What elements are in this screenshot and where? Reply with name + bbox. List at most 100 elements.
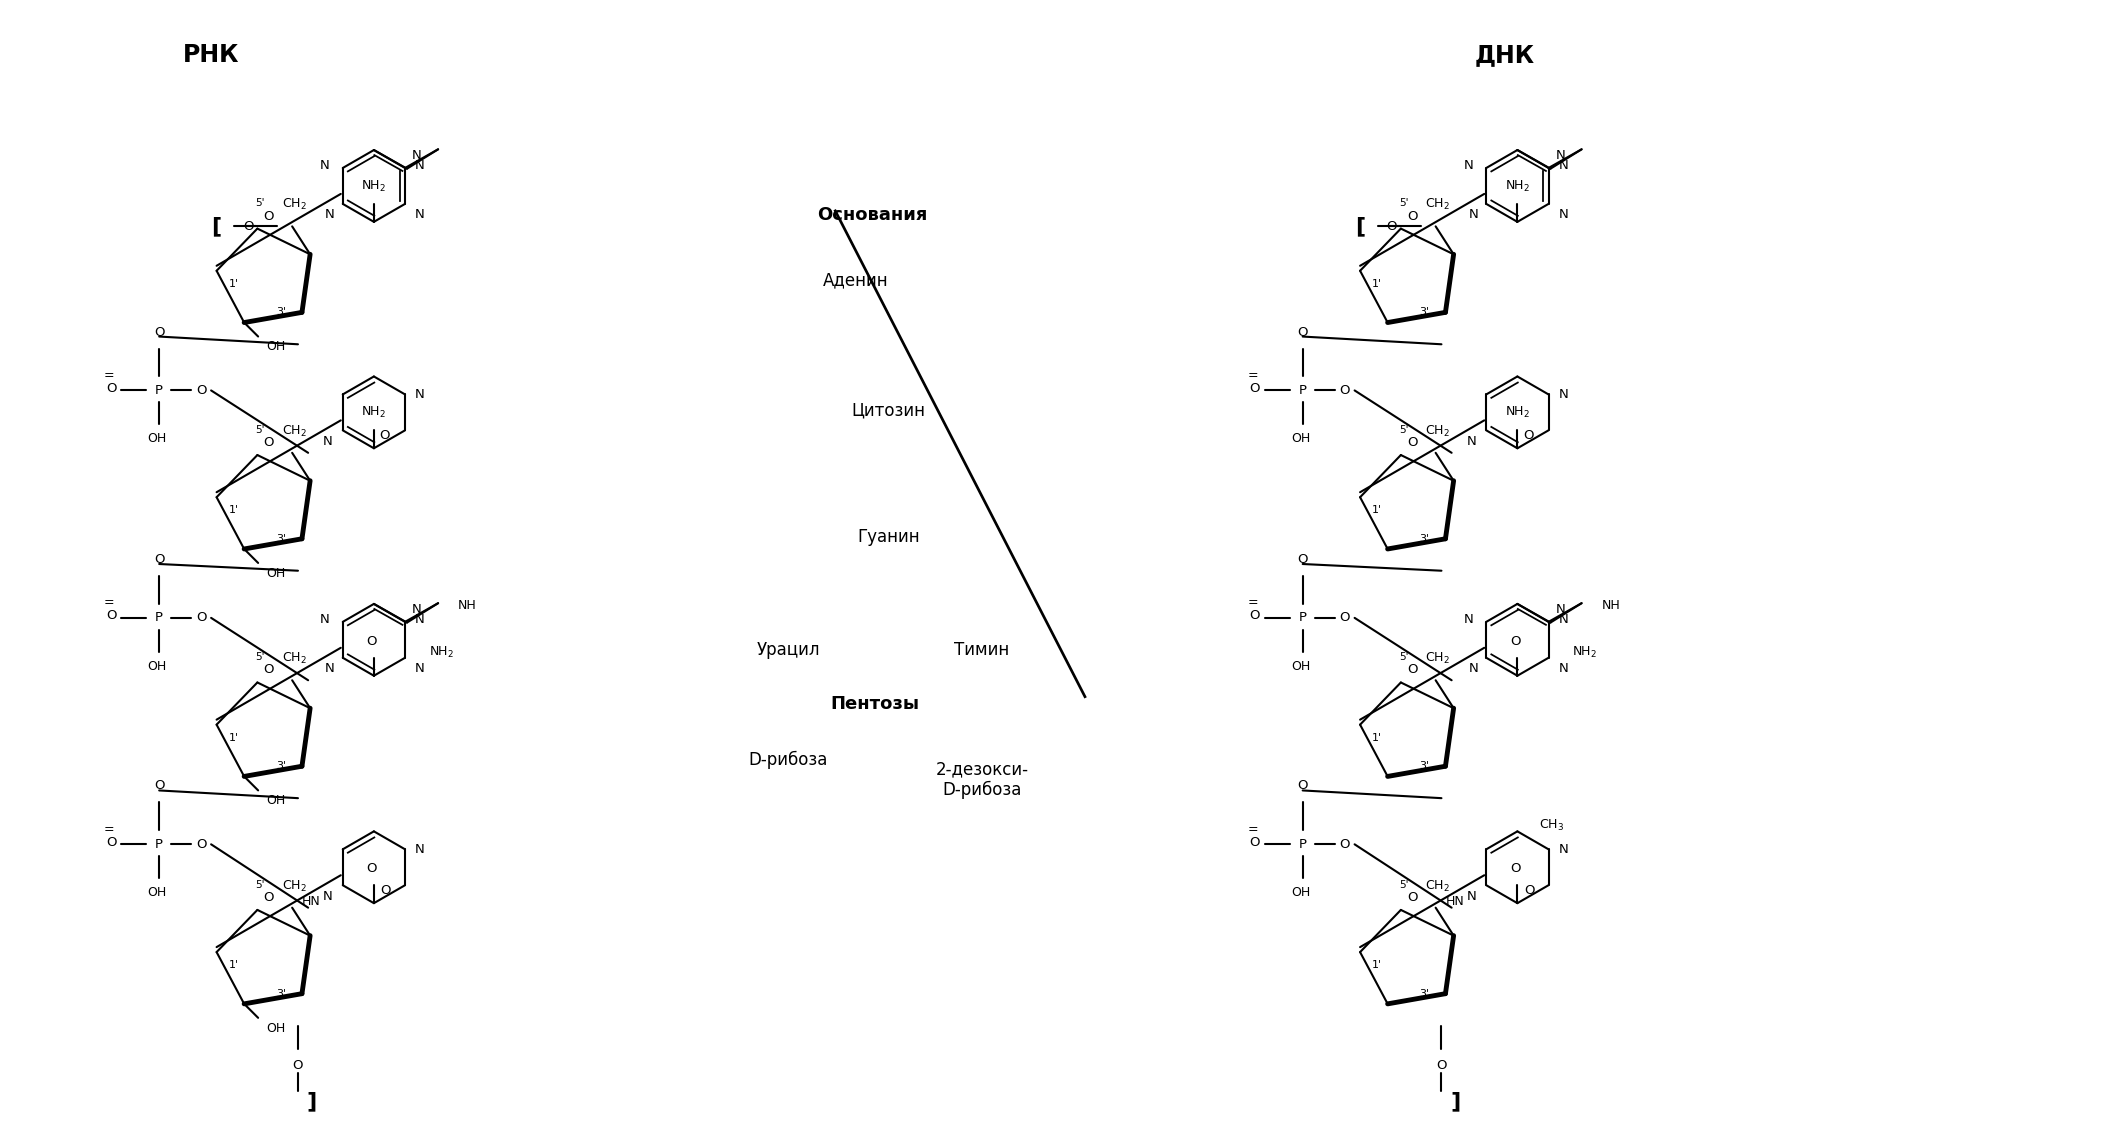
Text: O: O bbox=[154, 326, 165, 338]
Text: NH: NH bbox=[458, 599, 477, 611]
Text: 5': 5' bbox=[1398, 880, 1409, 890]
Text: 3': 3' bbox=[1419, 988, 1430, 998]
Text: Цитозин: Цитозин bbox=[851, 402, 925, 419]
Text: N: N bbox=[416, 843, 425, 856]
Text: O: O bbox=[1510, 863, 1521, 875]
Text: 3': 3' bbox=[277, 988, 285, 998]
Text: 1': 1' bbox=[1373, 505, 1381, 515]
Text: =: = bbox=[1248, 823, 1259, 835]
Text: O: O bbox=[1339, 838, 1350, 851]
Text: ]: ] bbox=[1451, 1091, 1462, 1112]
Text: OH: OH bbox=[148, 660, 167, 672]
Text: O: O bbox=[1525, 884, 1535, 897]
Text: N: N bbox=[416, 208, 425, 221]
Text: 3': 3' bbox=[1419, 308, 1430, 317]
Text: O: O bbox=[1407, 209, 1417, 223]
Text: N: N bbox=[1466, 436, 1476, 448]
Text: 1': 1' bbox=[228, 960, 239, 970]
Text: P: P bbox=[1299, 611, 1307, 625]
Text: CH$_2$: CH$_2$ bbox=[281, 197, 306, 213]
Text: N: N bbox=[1559, 388, 1569, 401]
Text: 5': 5' bbox=[256, 198, 264, 208]
Text: =: = bbox=[103, 369, 114, 381]
Text: O: O bbox=[294, 1058, 304, 1072]
Text: O: O bbox=[106, 609, 116, 623]
Text: O: O bbox=[264, 663, 275, 677]
Text: N: N bbox=[416, 160, 425, 172]
Text: N: N bbox=[321, 614, 329, 626]
Text: [: [ bbox=[1354, 216, 1364, 237]
Text: CH$_3$: CH$_3$ bbox=[1540, 817, 1565, 833]
Text: N: N bbox=[1468, 662, 1478, 675]
Text: 1': 1' bbox=[228, 505, 239, 515]
Text: O: O bbox=[243, 220, 253, 233]
Text: O: O bbox=[196, 384, 207, 397]
Text: N: N bbox=[1554, 602, 1565, 616]
Text: O: O bbox=[154, 780, 165, 792]
Text: O: O bbox=[1385, 220, 1396, 233]
Text: O: O bbox=[154, 554, 165, 566]
Text: OH: OH bbox=[266, 1022, 285, 1035]
Text: N: N bbox=[323, 436, 334, 448]
Text: OH: OH bbox=[1290, 432, 1309, 445]
Text: NH$_2$: NH$_2$ bbox=[1506, 179, 1529, 194]
Text: Пентозы: Пентозы bbox=[830, 695, 921, 713]
Text: O: O bbox=[367, 863, 378, 875]
Text: 3': 3' bbox=[277, 308, 285, 317]
Text: NH$_2$: NH$_2$ bbox=[1506, 405, 1529, 420]
Text: P: P bbox=[154, 838, 163, 851]
Text: РНК: РНК bbox=[184, 43, 239, 67]
Text: 5': 5' bbox=[1398, 198, 1409, 208]
Text: O: O bbox=[1250, 381, 1261, 395]
Text: NH: NH bbox=[1601, 599, 1620, 611]
Text: N: N bbox=[1559, 614, 1569, 626]
Text: O: O bbox=[106, 835, 116, 849]
Text: OH: OH bbox=[266, 567, 285, 580]
Text: NH$_2$: NH$_2$ bbox=[429, 644, 454, 660]
Text: N: N bbox=[416, 662, 425, 675]
Text: O: O bbox=[1250, 835, 1261, 849]
Text: P: P bbox=[154, 611, 163, 625]
Text: O: O bbox=[196, 611, 207, 625]
Text: ДНК: ДНК bbox=[1474, 43, 1535, 67]
Text: O: O bbox=[1407, 663, 1417, 677]
Text: O: O bbox=[106, 381, 116, 395]
Text: CH$_2$: CH$_2$ bbox=[1426, 651, 1451, 667]
Text: N: N bbox=[1466, 890, 1476, 903]
Text: HN: HN bbox=[302, 895, 321, 908]
Text: NH$_2$: NH$_2$ bbox=[1573, 644, 1597, 660]
Text: O: O bbox=[380, 429, 391, 441]
Text: O: O bbox=[1436, 1058, 1447, 1072]
Text: 1': 1' bbox=[1373, 278, 1381, 289]
Text: 5': 5' bbox=[256, 424, 264, 435]
Text: O: O bbox=[380, 884, 391, 897]
Text: =: = bbox=[103, 597, 114, 609]
Text: 3': 3' bbox=[277, 534, 285, 543]
Text: P: P bbox=[1299, 384, 1307, 397]
Text: Урацил: Урацил bbox=[756, 641, 819, 659]
Text: N: N bbox=[325, 662, 336, 675]
Text: CH$_2$: CH$_2$ bbox=[1426, 197, 1451, 213]
Text: NH$_2$: NH$_2$ bbox=[361, 179, 386, 194]
Text: N: N bbox=[1559, 160, 1569, 172]
Text: NH$_2$: NH$_2$ bbox=[361, 405, 386, 420]
Text: =: = bbox=[103, 823, 114, 835]
Text: O: O bbox=[1297, 780, 1307, 792]
Text: OH: OH bbox=[266, 795, 285, 807]
Text: N: N bbox=[323, 890, 334, 903]
Text: 3': 3' bbox=[277, 761, 285, 771]
Text: 1': 1' bbox=[1373, 960, 1381, 970]
Text: OH: OH bbox=[148, 886, 167, 899]
Text: =: = bbox=[1248, 597, 1259, 609]
Text: OH: OH bbox=[1290, 886, 1309, 899]
Text: N: N bbox=[1468, 208, 1478, 221]
Text: OH: OH bbox=[148, 432, 167, 445]
Text: HN: HN bbox=[1445, 895, 1464, 908]
Text: 1': 1' bbox=[1373, 732, 1381, 743]
Text: N: N bbox=[412, 148, 422, 162]
Text: O: O bbox=[264, 436, 275, 449]
Text: P: P bbox=[154, 384, 163, 397]
Text: CH$_2$: CH$_2$ bbox=[1426, 423, 1451, 439]
Text: Аденин: Аденин bbox=[822, 272, 887, 290]
Text: 3': 3' bbox=[1419, 761, 1430, 771]
